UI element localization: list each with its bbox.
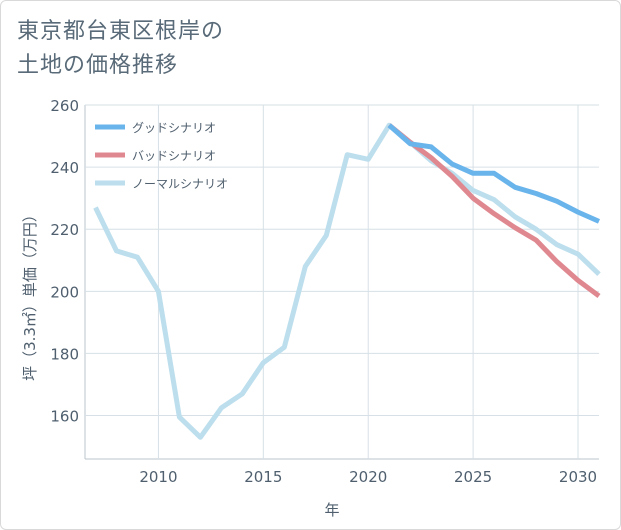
x-tick-label: 2010 [139,468,177,486]
legend-label-3: ノーマルシナリオ [132,177,228,191]
y-tick-label: 220 [50,221,79,239]
x-axis-label: 年 [324,501,339,519]
y-axis-label: 坪（3.3㎡）単価（万円） [21,207,39,381]
chart-title-line-2: 土地の価格推移 [17,53,179,78]
legend-label-2: バッドシナリオ [132,149,216,163]
y-tick-label: 180 [50,345,79,363]
chart-title-line-1: 東京都台東区根岸の [17,19,225,44]
x-tick-label: 2020 [349,468,387,486]
y-tick-label: 260 [50,97,79,115]
x-tick-label: 2025 [454,468,492,486]
y-tick-label: 240 [50,159,79,177]
x-tick-label: 2030 [559,468,597,486]
y-tick-label: 200 [50,283,79,301]
chart-title: 東京都台東区根岸の 土地の価格推移 [17,15,224,83]
series-line-3 [93,122,601,440]
legend-label-1: グッドシナリオ [132,121,216,135]
x-tick-label: 2015 [244,468,282,486]
y-tick-label: 160 [50,408,79,426]
series-line-2 [387,123,601,299]
series-line-1 [387,123,601,224]
